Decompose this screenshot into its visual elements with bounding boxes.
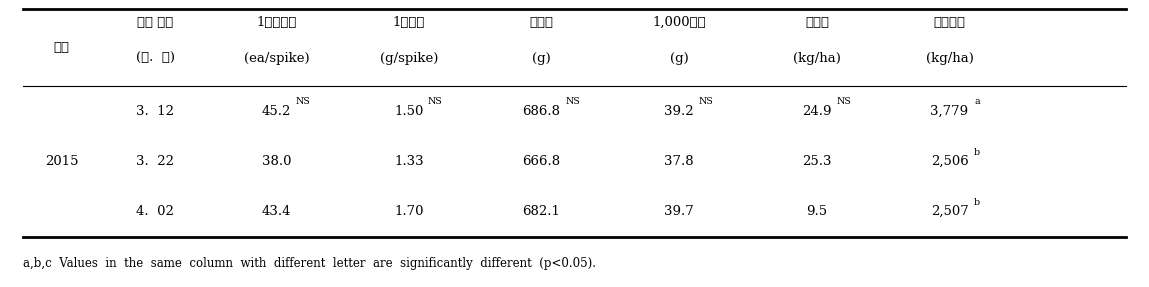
Text: 682.1: 682.1 — [523, 205, 561, 218]
Text: 1.70: 1.70 — [394, 205, 424, 218]
Text: b: b — [974, 198, 980, 207]
Text: (g): (g) — [670, 52, 688, 65]
Text: 4.  02: 4. 02 — [137, 205, 175, 218]
Text: 3,779: 3,779 — [931, 105, 969, 118]
Text: 2,507: 2,507 — [931, 205, 969, 218]
Text: 2,506: 2,506 — [931, 155, 969, 168]
Text: 연도: 연도 — [54, 41, 70, 54]
Text: 43.4: 43.4 — [262, 205, 292, 218]
Text: (g/spike): (g/spike) — [380, 52, 438, 65]
Text: NS: NS — [836, 98, 851, 106]
Text: a,b,c  Values  in  the  same  column  with  different  letter  are  significantl: a,b,c Values in the same column with dif… — [23, 257, 596, 270]
Text: 39.7: 39.7 — [664, 205, 694, 218]
Text: (g): (g) — [532, 52, 550, 65]
Text: 리터중: 리터중 — [530, 16, 554, 29]
Text: 3.  22: 3. 22 — [137, 155, 175, 168]
Text: (kg/ha): (kg/ha) — [793, 52, 841, 65]
Text: 45.2: 45.2 — [262, 105, 292, 118]
Text: NS: NS — [566, 98, 580, 106]
Text: NS: NS — [699, 98, 714, 106]
Text: (월.  일): (월. 일) — [136, 52, 175, 65]
Text: 38.0: 38.0 — [262, 155, 292, 168]
Text: 2015: 2015 — [45, 155, 78, 168]
Text: (kg/ha): (kg/ha) — [926, 52, 973, 65]
Text: 3.  12: 3. 12 — [137, 105, 175, 118]
Text: 파종 시기: 파종 시기 — [137, 16, 173, 29]
Text: 9.5: 9.5 — [807, 205, 827, 218]
Text: 37.8: 37.8 — [664, 155, 694, 168]
Text: (ea/spike): (ea/spike) — [244, 52, 309, 65]
Text: 설립중: 설립중 — [805, 16, 830, 29]
Text: b: b — [974, 148, 980, 157]
Text: 39.2: 39.2 — [664, 105, 694, 118]
Text: 1수립중: 1수립중 — [393, 16, 425, 29]
Text: 24.9: 24.9 — [802, 105, 832, 118]
Text: 25.3: 25.3 — [802, 155, 832, 168]
Text: 666.8: 666.8 — [523, 155, 561, 168]
Text: 1,000립중: 1,000립중 — [653, 16, 707, 29]
Text: 686.8: 686.8 — [523, 105, 561, 118]
Text: NS: NS — [427, 98, 442, 106]
Text: a: a — [974, 98, 980, 106]
Text: 1.50: 1.50 — [394, 105, 424, 118]
Text: NS: NS — [295, 98, 310, 106]
Text: 1.33: 1.33 — [394, 155, 424, 168]
Text: 1수영화수: 1수영화수 — [256, 16, 296, 29]
Text: 종실수량: 종실수량 — [933, 16, 965, 29]
